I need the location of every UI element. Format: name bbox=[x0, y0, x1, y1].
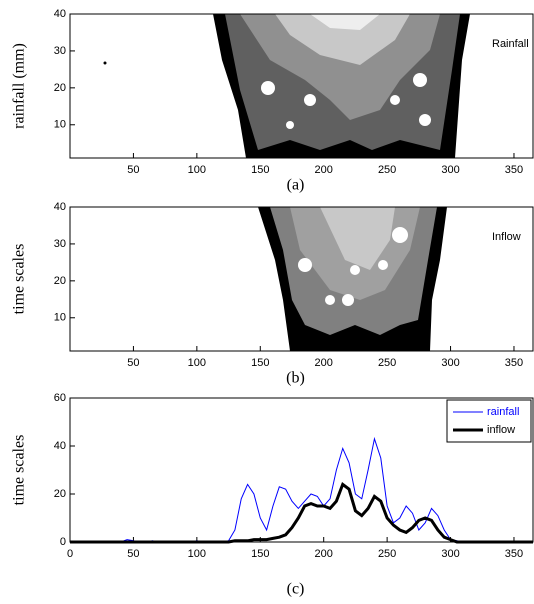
y-tick-label: 10 bbox=[54, 119, 66, 131]
y-tick-label: 40 bbox=[54, 440, 66, 452]
legend-label: rainfall bbox=[487, 406, 519, 418]
x-tick-label: 150 bbox=[251, 164, 269, 176]
y-tick-label: 10 bbox=[54, 312, 66, 324]
x-tick-label: 300 bbox=[441, 548, 459, 560]
y-tick-label: 0 bbox=[60, 536, 66, 548]
x-tick-label: 350 bbox=[505, 548, 523, 560]
x-tick-label: 0 bbox=[67, 548, 73, 560]
x-tick-label: 200 bbox=[315, 357, 333, 369]
plot-frame bbox=[69, 397, 534, 543]
x-tick-label: 350 bbox=[505, 357, 523, 369]
y-tick-label: 20 bbox=[54, 275, 66, 287]
y-tick-label: 40 bbox=[54, 8, 66, 20]
x-tick-label: 100 bbox=[188, 164, 206, 176]
x-tick-label: 50 bbox=[127, 548, 139, 560]
x-tick-label: 250 bbox=[378, 357, 396, 369]
data-line bbox=[70, 436, 533, 543]
y-tick-label: 40 bbox=[54, 201, 66, 213]
x-tick-label: 100 bbox=[188, 357, 206, 369]
x-tick-label: 350 bbox=[505, 164, 523, 176]
contour-field bbox=[258, 207, 447, 351]
y-tick-label: 30 bbox=[54, 45, 66, 57]
x-tick-label: 150 bbox=[251, 548, 269, 560]
legend-label: inflow bbox=[487, 424, 515, 436]
y-tick-label: 60 bbox=[54, 392, 66, 404]
x-tick-label: 250 bbox=[378, 548, 396, 560]
plot-frame bbox=[69, 13, 534, 159]
x-tick-label: 50 bbox=[127, 357, 139, 369]
caption: (b) bbox=[286, 370, 305, 387]
y-axis-label: time scales bbox=[11, 435, 28, 506]
data-line bbox=[70, 481, 533, 544]
caption: (a) bbox=[287, 177, 305, 194]
x-tick-label: 300 bbox=[441, 357, 459, 369]
x-tick-label: 300 bbox=[441, 164, 459, 176]
x-tick-label: 100 bbox=[188, 548, 206, 560]
y-tick-label: 30 bbox=[54, 238, 66, 250]
x-tick-label: 250 bbox=[378, 164, 396, 176]
x-tick-label: 200 bbox=[315, 164, 333, 176]
annotation: Inflow bbox=[492, 231, 521, 243]
caption: (c) bbox=[287, 581, 305, 598]
y-tick-label: 20 bbox=[54, 488, 66, 500]
y-axis-label: time scales bbox=[11, 244, 28, 315]
y-axis-label: rainfall (mm) bbox=[11, 43, 28, 129]
legend-box bbox=[446, 399, 532, 443]
x-tick-label: 50 bbox=[127, 164, 139, 176]
x-tick-label: 200 bbox=[315, 548, 333, 560]
plot-frame bbox=[69, 206, 534, 352]
x-tick-label: 150 bbox=[251, 357, 269, 369]
contour-field bbox=[103, 14, 470, 158]
annotation: Rainfall bbox=[492, 38, 529, 50]
y-tick-label: 20 bbox=[54, 82, 66, 94]
